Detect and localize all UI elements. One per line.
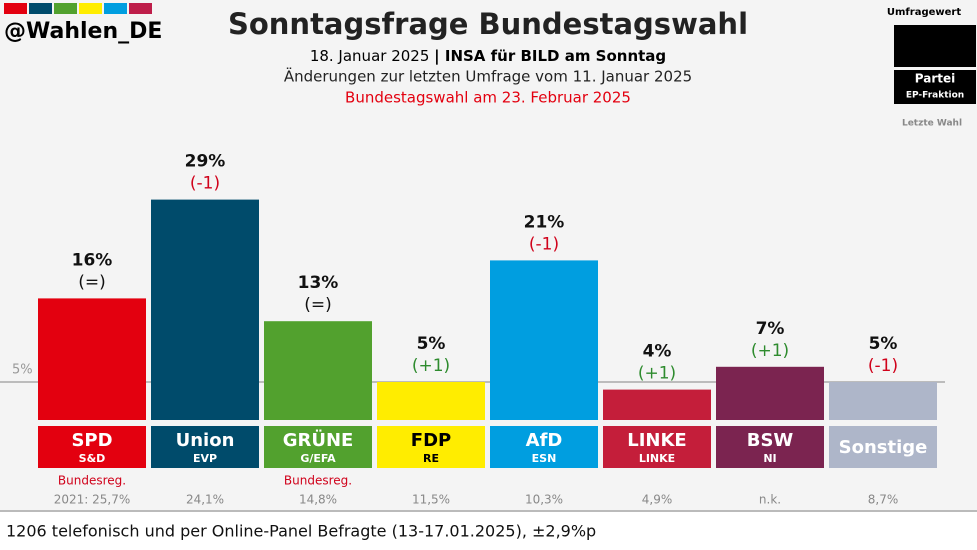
bar xyxy=(829,382,937,420)
legend-last: Letzte Wahl xyxy=(902,119,962,129)
ep-group: EVP xyxy=(193,452,217,465)
bar xyxy=(264,321,372,420)
last-election: n.k. xyxy=(759,493,781,507)
election-note: Bundestagswahl am 23. Februar 2025 xyxy=(345,89,631,107)
change-label: (-1) xyxy=(190,174,220,194)
ep-group: RE xyxy=(423,452,439,465)
brand-stripes xyxy=(4,3,152,14)
subtitle: Änderungen zur letzten Umfrage vom 11. J… xyxy=(284,67,692,86)
last-election: 14,8% xyxy=(299,493,337,507)
ep-group: ESN xyxy=(532,452,557,465)
legend-party: Partei xyxy=(915,72,955,86)
bar xyxy=(716,366,824,420)
party-name: Sonstige xyxy=(839,437,928,458)
note: Bundesreg. xyxy=(58,474,126,488)
party-name: BSW xyxy=(747,430,794,451)
source: | INSA für BILD am Sonntag xyxy=(434,47,666,66)
party-name: GRÜNE xyxy=(283,429,354,451)
value-label: 29% xyxy=(185,152,226,172)
footer: 1206 telefonisch und per Online-Panel Be… xyxy=(6,522,596,541)
last-election: 10,3% xyxy=(525,493,563,507)
party-name: AfD xyxy=(526,430,563,451)
legend-value: Umfragewert xyxy=(887,7,961,18)
value-label: 4% xyxy=(643,342,672,362)
party-name: LINKE xyxy=(627,430,686,451)
legend-box xyxy=(894,25,976,67)
bar xyxy=(38,298,146,420)
bar xyxy=(490,260,598,420)
last-election: 24,1% xyxy=(186,493,224,507)
ep-group: S&D xyxy=(79,452,106,465)
last-election: 2021: 25,7% xyxy=(54,493,131,507)
change-label: (=) xyxy=(78,272,106,292)
bar xyxy=(377,382,485,420)
subtitle-line: 18. Januar 2025 | INSA für BILD am Sonnt… xyxy=(310,47,666,66)
party-box xyxy=(603,426,711,468)
legend-group: EP-Fraktion xyxy=(906,91,964,101)
threshold-label: 5% xyxy=(12,363,33,378)
ep-group: G/EFA xyxy=(300,452,336,465)
ep-group: LINKE xyxy=(639,452,675,465)
party-box xyxy=(829,426,937,468)
change-label: (-1) xyxy=(868,356,898,376)
party-box xyxy=(38,426,146,468)
note: Bundesreg. xyxy=(284,474,352,488)
value-label: 5% xyxy=(417,334,446,354)
party-box xyxy=(716,426,824,468)
handle: @Wahlen_DE xyxy=(4,19,162,44)
change-label: (+1) xyxy=(638,364,676,384)
value-label: 13% xyxy=(298,273,339,293)
party-box xyxy=(377,426,485,468)
ep-group: NI xyxy=(763,452,776,465)
chart-title: Sonntagsfrage Bundestagswahl xyxy=(228,7,748,41)
last-election: 11,5% xyxy=(412,493,450,507)
legend-label-box xyxy=(894,70,976,104)
value-label: 16% xyxy=(72,250,113,270)
value-label: 7% xyxy=(756,319,785,339)
last-election: 8,7% xyxy=(868,493,899,507)
footer-rule xyxy=(0,510,977,512)
date: 18. Januar 2025 xyxy=(310,47,430,65)
change-label: (+1) xyxy=(751,341,789,361)
party-name: FDP xyxy=(411,430,451,451)
party-box xyxy=(264,426,372,468)
party-name: Union xyxy=(176,430,235,451)
change-label: (=) xyxy=(304,295,332,315)
bar xyxy=(151,199,259,420)
value-label: 5% xyxy=(869,334,898,354)
change-label: (-1) xyxy=(529,234,559,254)
party-box xyxy=(490,426,598,468)
bar xyxy=(603,389,711,420)
value-label: 21% xyxy=(524,212,565,232)
party-box xyxy=(151,426,259,468)
change-label: (+1) xyxy=(412,356,450,376)
party-name: SPD xyxy=(71,430,112,451)
last-election: 4,9% xyxy=(642,493,673,507)
legend: Umfragewert Partei EP-Fraktion Letzte Wa… xyxy=(887,7,976,129)
